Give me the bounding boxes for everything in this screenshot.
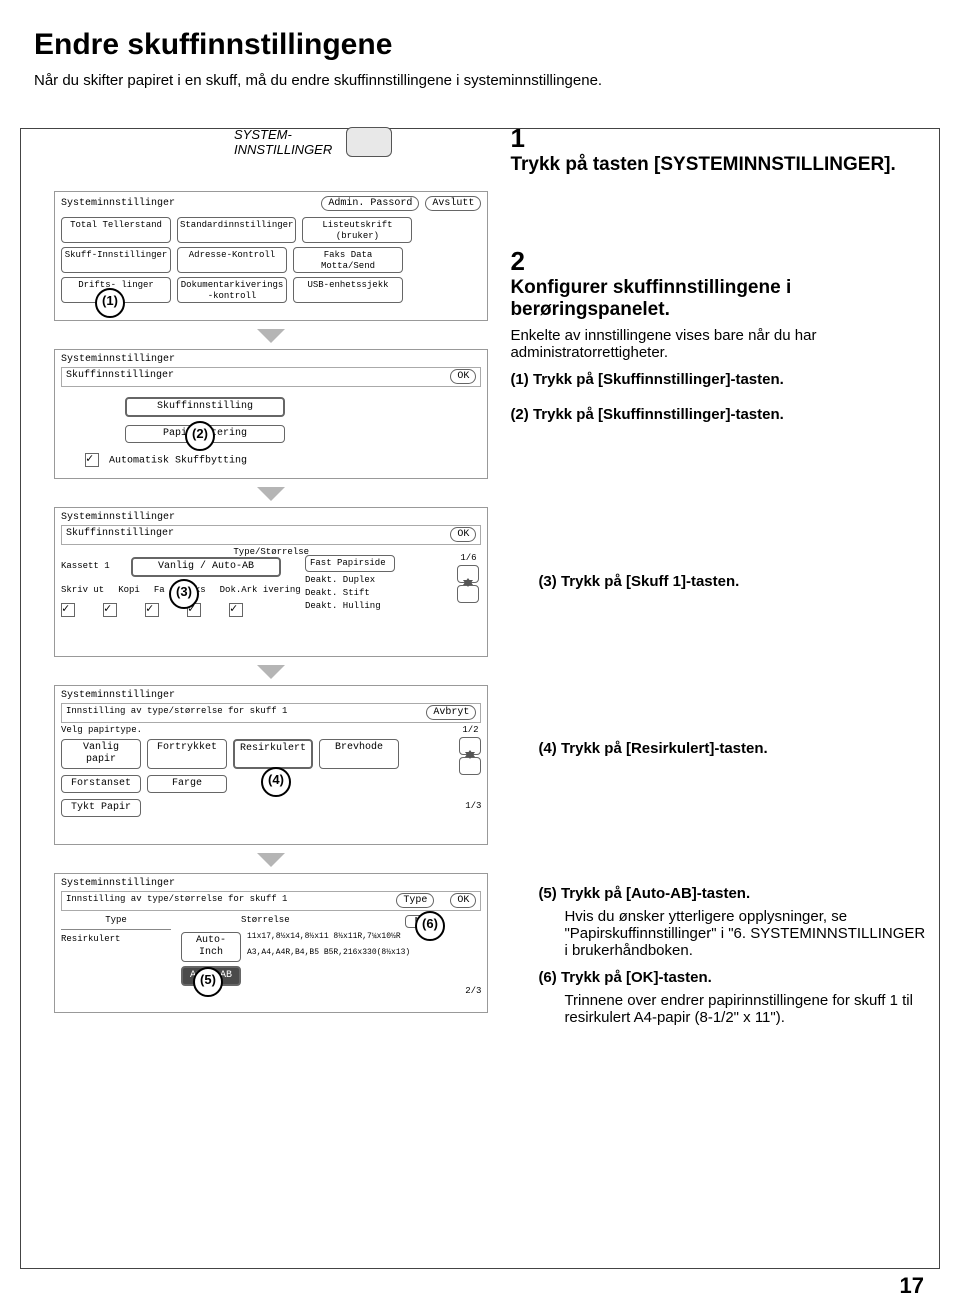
panel-velg-papirtype: Systeminnstillinger Innstilling av type/… — [54, 685, 488, 845]
panel-type-storrelse: Systeminnstillinger Skuffinnstillinger O… — [54, 507, 488, 657]
page-indicator-2: 1/3 — [465, 801, 481, 811]
btn-kassett1[interactable]: Vanlig / Auto-AB — [131, 557, 281, 577]
substep-6: (6) Trykk på [OK]-tasten. — [538, 969, 926, 986]
step-2-body: Enkelte av innstillingene vises bare når… — [510, 327, 900, 361]
btn-forstanset[interactable]: Forstanset — [61, 775, 141, 793]
down-arrow-icon — [257, 329, 285, 343]
col-kopi: Kopi — [118, 585, 140, 595]
cancel-button[interactable]: Avbryt — [426, 705, 476, 720]
substep-5-body: Hvis du ønsker ytterligere opplysninger,… — [564, 908, 926, 959]
ok-button[interactable]: OK — [450, 893, 476, 908]
cb-skrivut[interactable] — [61, 603, 75, 617]
btn-fortrykket[interactable]: Fortrykket — [147, 739, 227, 769]
lbl-deakt-hulling: Deakt. Hulling — [305, 601, 395, 611]
cb-dokark[interactable] — [229, 603, 243, 617]
checkbox-label: Automatisk Skuffbytting — [109, 456, 247, 467]
panel-systeminnstillinger: Systeminnstillinger Admin. Passord Avslu… — [54, 191, 488, 321]
substep-4: (4) Trykk på [Resirkulert]-tasten. — [538, 740, 926, 757]
page-number: 17 — [900, 1273, 924, 1299]
col-header: Type/Størrelse — [61, 547, 481, 557]
btn-resirkulert[interactable]: Resirkulert — [233, 739, 313, 769]
substep-3: (3) Trykk på [Skuff 1]-tasten. — [538, 573, 926, 590]
btn-skuffinnstilling[interactable]: Skuffinnstilling — [125, 397, 285, 417]
page-indicator-1: 1/2 — [462, 725, 478, 735]
col-type: Type — [61, 915, 171, 925]
page-indicator: 1/6 — [460, 553, 476, 563]
callout-2: (2) — [185, 421, 215, 451]
system-button-row: SYSTEM- INNSTILLINGER — [234, 127, 488, 157]
col-dokark: Dok.Ark ivering — [220, 585, 301, 595]
panel3-sub: Skuffinnstillinger — [66, 528, 174, 539]
page-title: Endre skuffinnstillingene — [34, 28, 926, 62]
panel4-sub: Innstilling av type/størrelse for skuff … — [66, 706, 287, 716]
step-2-number: 2 — [510, 246, 538, 277]
hint-text: Velg papirtype. — [61, 725, 481, 735]
btn-total-tellerstand[interactable]: Total Tellerstand — [61, 217, 171, 243]
system-button-label: SYSTEM- INNSTILLINGER — [234, 128, 332, 157]
lbl-deakt-duplex: Deakt. Duplex — [305, 575, 395, 585]
panel3-title: Systeminnstillinger — [55, 508, 487, 525]
down-arrow-icon — [257, 487, 285, 501]
btn-listeutskrift[interactable]: Listeutskrift (bruker) — [302, 217, 412, 243]
sizes-inch: 11x17,8½x14,8½x11 8½x11R,7¼x10½R — [247, 932, 410, 942]
substep-1: (1) Trykk på [Skuffinnstillinger]-tasten… — [510, 371, 900, 388]
callout-4: (4) — [261, 767, 291, 797]
btn-auto-inch[interactable]: Auto-Inch — [181, 932, 241, 962]
scroll-down-button[interactable] — [459, 757, 481, 775]
btn-brevhode[interactable]: Brevhode — [319, 739, 399, 769]
down-arrow-icon — [257, 853, 285, 867]
substep-5: (5) Trykk på [Auto-AB]-tasten. — [538, 885, 926, 902]
panel2-sub: Skuffinnstillinger — [66, 370, 174, 381]
btn-tykt-papir[interactable]: Tykt Papir — [61, 799, 141, 817]
col-skrivut: Skriv ut — [61, 585, 104, 595]
ok-button[interactable]: OK — [450, 527, 476, 542]
sizes-ab: A3,A4,A4R,B4,B5 B5R,216x330(8½x13) — [247, 948, 410, 958]
step-1-number: 1 — [510, 123, 538, 154]
col-size: Størrelse — [241, 915, 290, 928]
lbl-deakt-stift: Deakt. Stift — [305, 588, 395, 598]
page-intro: Når du skifter papiret i en skuff, må du… — [34, 72, 926, 89]
btn-dokumentarkivering[interactable]: Dokumentarkiverings -kontroll — [177, 277, 287, 303]
callout-1: (1) — [95, 288, 125, 318]
callout-6: (6) — [415, 911, 445, 941]
system-settings-hardkey[interactable] — [346, 127, 392, 157]
panel4-title: Systeminnstillinger — [55, 686, 487, 703]
type-value: Resirkulert — [61, 934, 171, 944]
btn-standardinnstillinger[interactable]: Standardinnstillinger — [177, 217, 296, 243]
panel5-title: Systeminnstillinger — [55, 874, 487, 891]
scroll-down-button[interactable] — [457, 585, 479, 603]
btn-usb-enhetssjekk[interactable]: USB-enhetssjekk — [293, 277, 403, 303]
panel5-sub: Innstilling av type/størrelse for skuff … — [66, 894, 287, 904]
step-2-text: Konfigurer skuffinnstillingene i berørin… — [510, 277, 900, 321]
admin-password-button[interactable]: Admin. Passord — [321, 196, 419, 211]
btn-farge[interactable]: Farge — [147, 775, 227, 793]
btn-skuff-innstillinger[interactable]: Skuff-Innstillinger — [61, 247, 171, 273]
step-1-text: Trykk på tasten [SYSTEMINNSTILLINGER]. — [510, 154, 900, 176]
exit-button[interactable]: Avslutt — [425, 196, 481, 211]
kassett-label: Kassett 1 — [61, 561, 110, 571]
panel1-title: Systeminnstillinger — [61, 198, 175, 209]
callout-5: (5) — [193, 967, 223, 997]
page-indicator: 2/3 — [465, 986, 481, 996]
btn-adresse-kontroll[interactable]: Adresse-Kontroll — [177, 247, 287, 273]
substep-6-body: Trinnene over endrer papirinnstillingene… — [564, 992, 926, 1026]
col-fa: Fa — [154, 585, 165, 595]
checkbox-auto-skuffbytting[interactable] — [85, 453, 99, 467]
substep-2: (2) Trykk på [Skuffinnstillinger]-tasten… — [510, 406, 900, 423]
panel-type-size-final: Systeminnstillinger Innstilling av type/… — [54, 873, 488, 1013]
type-tab-button[interactable]: Type — [396, 893, 434, 908]
cb-kopi[interactable] — [103, 603, 117, 617]
btn-faks-data[interactable]: Faks Data Motta/Send — [293, 247, 403, 273]
callout-3: (3) — [169, 579, 199, 609]
down-arrow-icon — [257, 665, 285, 679]
panel-skuffinnstillinger-menu: Systeminnstillinger Skuffinnstillinger O… — [54, 349, 488, 479]
btn-vanlig-papir[interactable]: Vanlig papir — [61, 739, 141, 769]
panel2-title: Systeminnstillinger — [55, 350, 487, 367]
ok-button[interactable]: OK — [450, 369, 476, 384]
btn-fast-papirside[interactable]: Fast Papirside — [305, 555, 395, 572]
cb-fa[interactable] — [145, 603, 159, 617]
